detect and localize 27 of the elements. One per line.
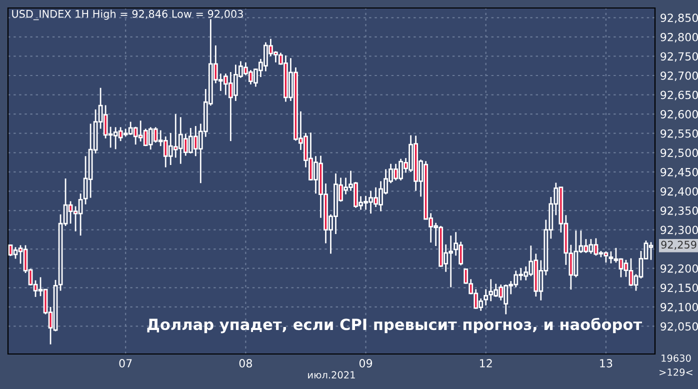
y-tick-label: 92,150 <box>660 284 698 294</box>
y-tick-label: 92,100 <box>660 302 698 312</box>
x-tick-label: 13 <box>600 359 612 368</box>
x-tick-label: 09 <box>359 359 372 368</box>
annotation: Доллар упадет, если CPI превысит прогноз, и наоборот <box>147 318 642 334</box>
y-tick-label: 92,400 <box>660 187 698 197</box>
y-tick-label: 92,200 <box>660 264 698 274</box>
y-tick-label: 92,700 <box>660 71 698 82</box>
y-tick-label: 92,850 <box>660 14 698 24</box>
y-tick-label: 92,300 <box>660 226 698 236</box>
text: 92,259 <box>661 240 696 250</box>
x-tick-label: 08 <box>239 359 252 368</box>
y-tick-label: 92,050 <box>660 322 698 332</box>
text: >129< <box>660 368 692 376</box>
y-tick-label: 92,350 <box>660 206 698 216</box>
y-tick-label: 92,500 <box>660 148 698 158</box>
chart-title: USD_INDEX 1H High = 92,846 Low = 92,003 <box>12 10 243 20</box>
x-axis-title: июл.2021 <box>308 371 355 379</box>
y-tick-label: 92,750 <box>660 52 698 62</box>
y-tick-label: 92,800 <box>660 32 698 42</box>
y-tick-label: 92,450 <box>660 168 698 178</box>
y-tick-label: 92,600 <box>660 110 698 120</box>
x-tick-label: 12 <box>480 359 492 368</box>
x-tick-label: 07 <box>119 359 132 368</box>
text: 19630 <box>662 354 691 362</box>
y-tick-label: 92,550 <box>660 129 698 139</box>
y-tick-label: 92,650 <box>660 90 698 100</box>
